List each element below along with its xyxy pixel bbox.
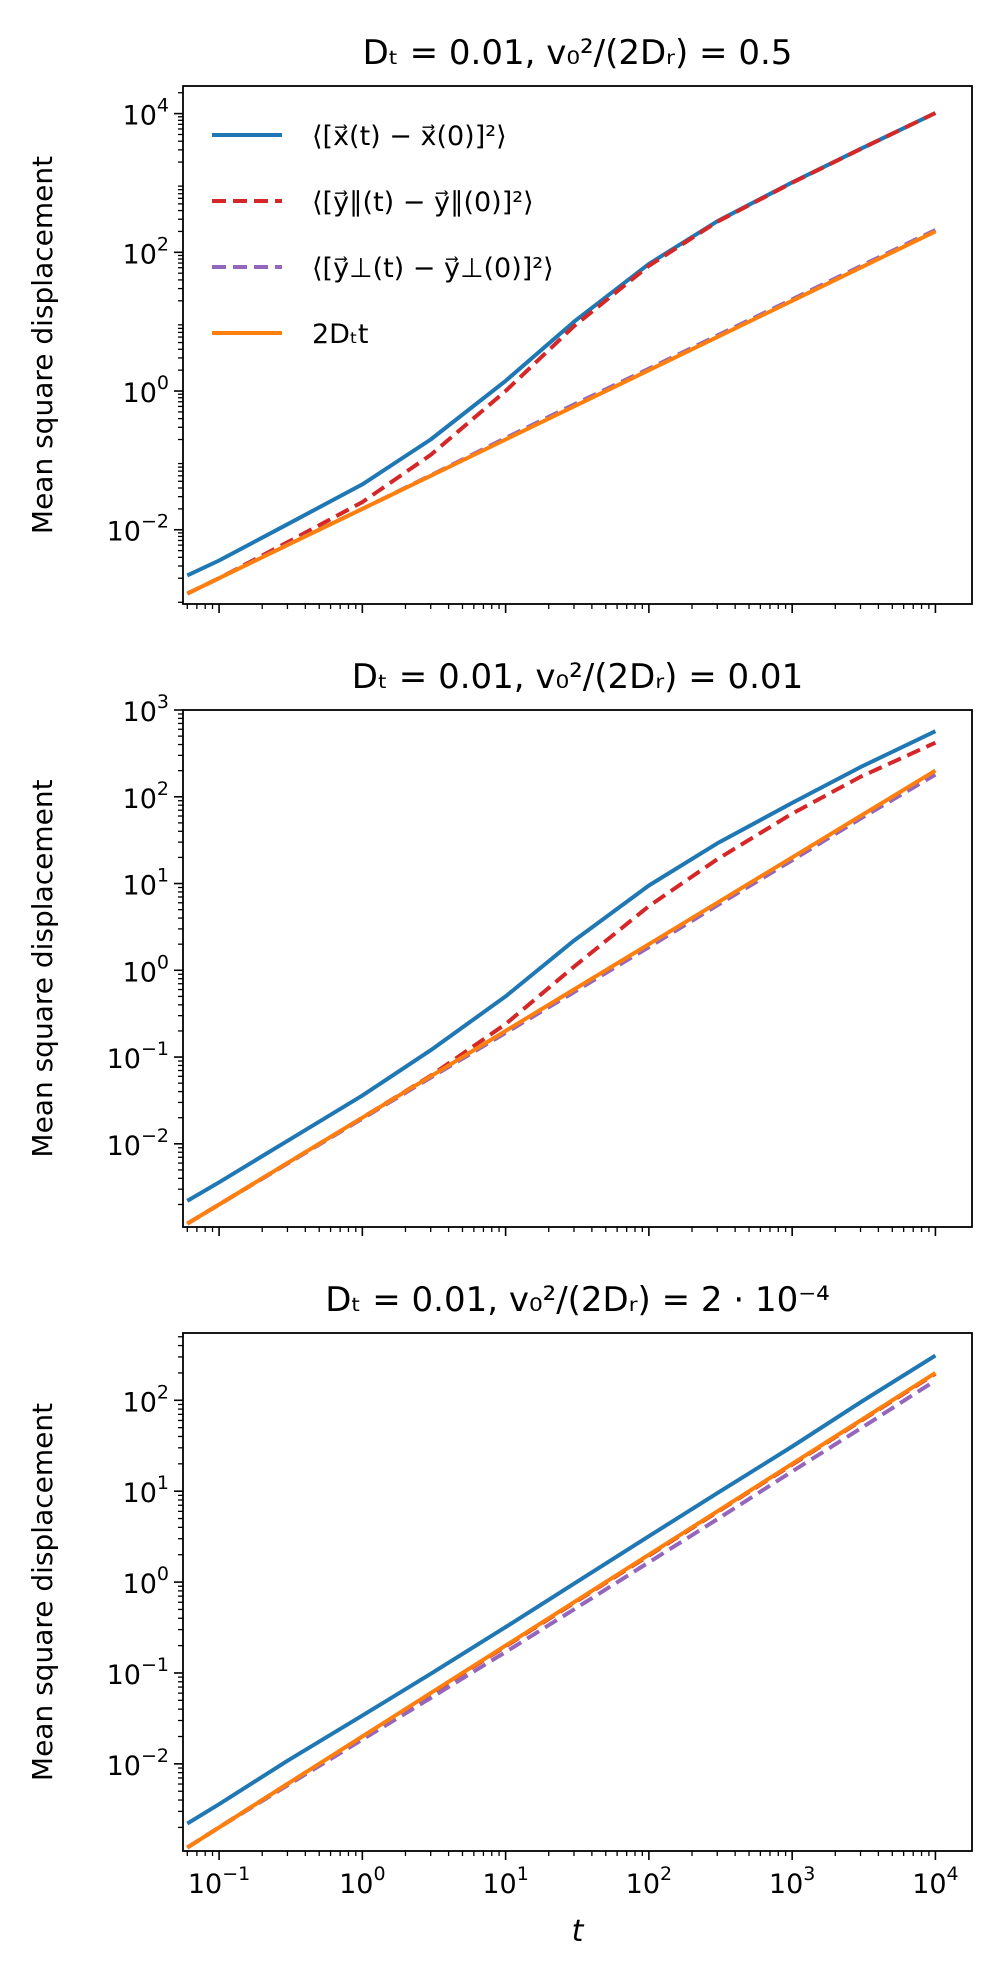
y-tick-label: 10−1: [107, 1038, 169, 1075]
y-axis-label: Mean square displacement: [26, 1403, 59, 1781]
y-tick-label: 101: [123, 1472, 169, 1509]
legend-label-ypar: ⟨[y⃗∥(t) − y⃗∥(0)]²⟩: [312, 187, 534, 218]
x-tick-label: 100: [339, 1863, 385, 1900]
y-tick-label: 10−2: [107, 1125, 169, 1162]
y-tick-label: 100: [123, 1563, 169, 1600]
series-line-ypar: [186, 111, 937, 596]
y-tick-label: 102: [123, 1381, 169, 1418]
x-tick-label: 10−1: [188, 1863, 250, 1900]
series-line-diff: [186, 768, 937, 1226]
y-tick-label: 104: [123, 95, 169, 132]
axes-frame: [182, 709, 973, 1228]
y-tick-label: 10−1: [107, 1654, 169, 1691]
y-tick-label: 102: [123, 233, 169, 270]
legend-label-x: ⟨[x⃗(t) − x⃗(0)]²⟩: [312, 121, 507, 152]
series-line-x: [186, 729, 937, 1203]
panel-title: Dₜ = 0.01, v₀²/(2Dᵣ) = 0.01: [352, 657, 803, 697]
x-tick-label: 102: [626, 1863, 672, 1900]
y-axis-label: Mean square displacement: [26, 156, 59, 534]
y-axis-label: Mean square displacement: [26, 779, 59, 1157]
panel-title: Dₜ = 0.01, v₀²/(2Dᵣ) = 2 · 10⁻⁴: [325, 1280, 830, 1320]
x-tick-label: 103: [769, 1863, 815, 1900]
x-axis-label: t: [572, 1914, 585, 1949]
y-tick-label: 100: [123, 951, 169, 988]
series-line-ypar: [186, 740, 937, 1226]
y-tick-label: 103: [123, 691, 169, 728]
legend: ⟨[x⃗(t) − x⃗(0)]²⟩ ⟨[y⃗∥(t) − y⃗∥(0)]²⟩ ⟨[…: [212, 121, 554, 350]
axes-frame: [182, 1332, 973, 1852]
y-tick-label: 101: [123, 865, 169, 902]
chart-panel-1: Dₜ = 0.01, v₀²/(2Dᵣ) = 0.5 Mean square di…: [26, 33, 973, 613]
legend-label-diff: 2Dₜt: [312, 319, 369, 350]
axes-frame: [182, 85, 973, 605]
y-tick-label: 10−2: [107, 511, 169, 548]
series-line-diff: [186, 229, 937, 596]
y-tick-label: 102: [123, 778, 169, 815]
y-tick-label: 10−2: [107, 1745, 169, 1782]
x-tick-label: 101: [482, 1863, 528, 1900]
y-tick-label: 100: [123, 372, 169, 409]
panel-title: Dₜ = 0.01, v₀²/(2Dᵣ) = 0.5: [363, 33, 793, 73]
x-tick-label: 104: [912, 1863, 958, 1900]
series-line-yperp: [186, 1378, 937, 1850]
legend-label-yperp: ⟨[y⃗⊥(t) − y⃗⊥(0)]²⟩: [312, 253, 554, 284]
chart-panel-2: Dₜ = 0.01, v₀²/(2Dᵣ) = 0.01 Mean square d…: [26, 657, 973, 1236]
series-line-x: [186, 1353, 937, 1826]
chart-panel-3: Dₜ = 0.01, v₀²/(2Dᵣ) = 2 · 10⁻⁴ Mean squa…: [26, 1280, 973, 1900]
series-line-diff: [186, 1371, 937, 1850]
